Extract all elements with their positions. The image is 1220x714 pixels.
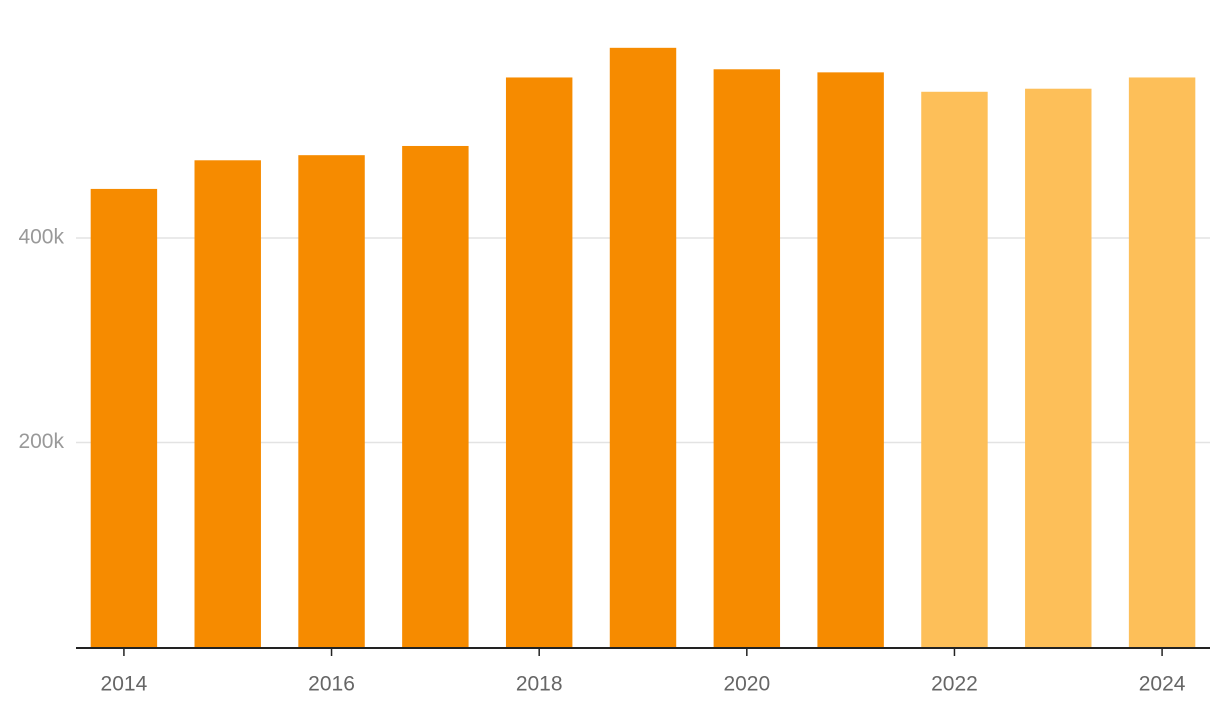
bar bbox=[921, 91, 988, 648]
bar bbox=[713, 69, 781, 648]
bar bbox=[1025, 88, 1092, 648]
bar bbox=[609, 47, 677, 647]
y-tick-label: 400k bbox=[18, 226, 64, 249]
x-tick-label: 2016 bbox=[308, 673, 355, 696]
x-tick-label: 2014 bbox=[101, 673, 148, 696]
bar bbox=[402, 145, 469, 647]
x-tick-label: 2018 bbox=[516, 673, 563, 696]
bar bbox=[90, 188, 158, 648]
bar bbox=[505, 77, 573, 647]
x-tick-label: 2020 bbox=[723, 673, 770, 696]
x-tick-label: 2022 bbox=[931, 673, 978, 696]
bar bbox=[817, 72, 884, 648]
bar bbox=[194, 160, 261, 648]
bar bbox=[1128, 77, 1196, 647]
y-tick-label: 200k bbox=[18, 430, 64, 453]
bar bbox=[298, 155, 365, 648]
x-tick-label: 2024 bbox=[1139, 673, 1186, 696]
